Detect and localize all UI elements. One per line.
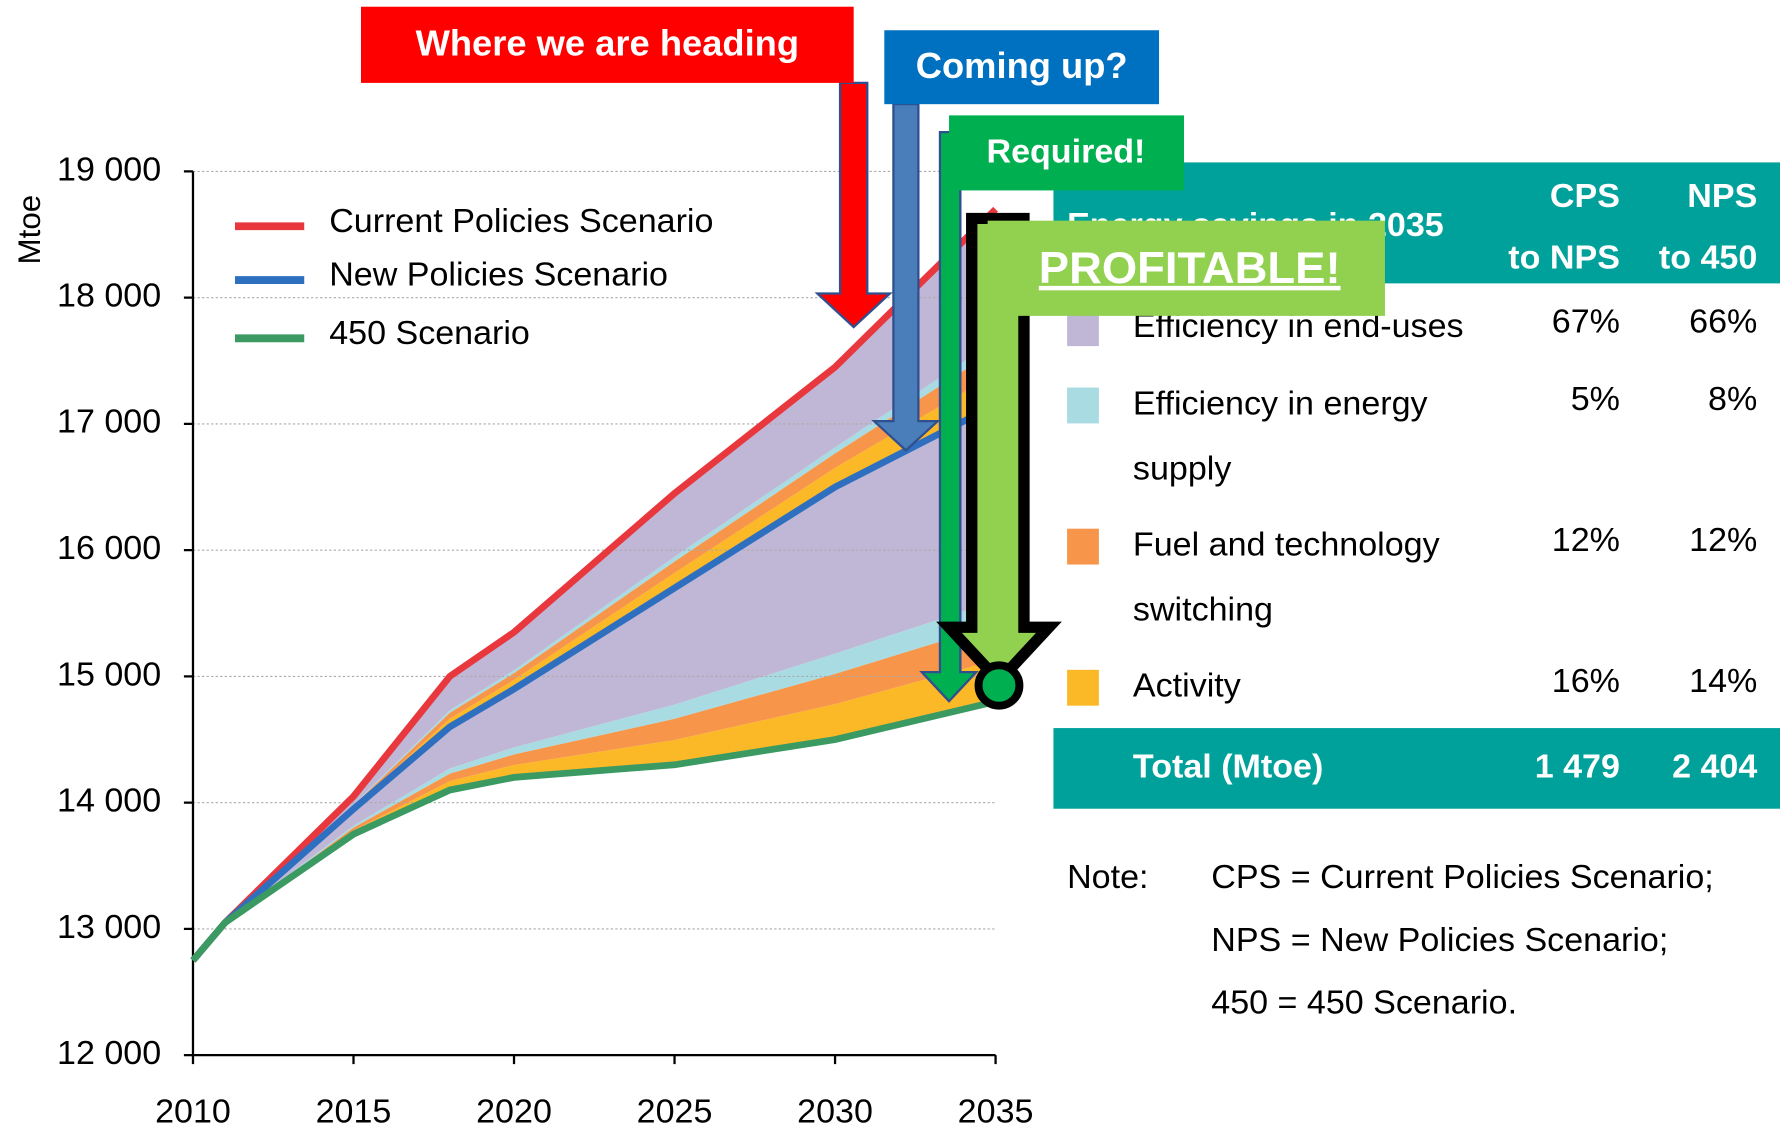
annotation: PROFITABLE!	[1039, 242, 1341, 293]
legend-label: New Policies Scenario	[329, 256, 668, 294]
cell: 5%	[1571, 380, 1620, 418]
annotation: Where we are heading	[416, 23, 799, 64]
x-tick-label: 2015	[316, 1092, 392, 1130]
total-cell: 1 479	[1535, 747, 1620, 785]
cell: 66%	[1689, 303, 1757, 341]
cell: 12%	[1552, 521, 1620, 559]
column-header: to 450	[1659, 239, 1757, 277]
y-tick-label: 18 000	[57, 277, 161, 315]
annotation-box	[884, 30, 1160, 105]
column-header: CPS	[1550, 177, 1620, 215]
legend-swatch	[1067, 310, 1099, 347]
legend-label: 450 Scenario	[329, 314, 530, 352]
column-header: NPS	[1687, 177, 1757, 215]
legend-swatch	[1067, 387, 1099, 424]
cell: 67%	[1552, 303, 1620, 341]
savings-wedge	[192, 404, 996, 961]
total-cell: 2 404	[1672, 747, 1757, 785]
arrow	[919, 131, 979, 703]
annotation: Coming up?	[916, 45, 1128, 86]
row-label: Fuel and technology	[1133, 526, 1440, 564]
cell: 14%	[1689, 662, 1757, 700]
note-label: Note:	[1067, 858, 1148, 896]
y-tick-label: 12 000	[57, 1034, 161, 1072]
x-tick-label: 2030	[797, 1092, 873, 1130]
arrow	[814, 81, 893, 329]
y-tick-label: 19 000	[57, 150, 161, 188]
note-line: CPS = Current Policies Scenario;	[1211, 858, 1714, 896]
series-line	[190, 698, 997, 963]
marker	[974, 661, 1024, 710]
annotation-box	[987, 220, 1385, 316]
x-tick-label: 2035	[958, 1092, 1034, 1130]
savings-wedge	[192, 209, 996, 961]
y-tick-label: 13 000	[57, 908, 161, 946]
x-tick-label: 2010	[155, 1092, 231, 1130]
annotation: Required!	[986, 133, 1145, 171]
legend-swatch	[1067, 528, 1099, 565]
row-label: supply	[1133, 450, 1232, 488]
y-tick-label: 16 000	[57, 529, 161, 567]
cell: 12%	[1689, 521, 1757, 559]
row-label: Activity	[1133, 667, 1241, 705]
cell: 8%	[1708, 380, 1757, 418]
y-tick-label: 17 000	[57, 403, 161, 441]
savings-wedge	[192, 660, 996, 961]
legend-label: Current Policies Scenario	[329, 202, 713, 240]
total-band	[1053, 728, 1780, 809]
arrow	[871, 103, 941, 452]
note-line: 450 = 450 Scenario.	[1211, 984, 1517, 1022]
x-tick-label: 2020	[476, 1092, 552, 1130]
annotation-box	[360, 6, 854, 83]
note-line: NPS = New Policies Scenario;	[1211, 921, 1668, 959]
cell: 16%	[1552, 662, 1620, 700]
row-label: switching	[1133, 591, 1273, 629]
y-tick-label: 14 000	[57, 782, 161, 820]
y-tick-label: 15 000	[57, 655, 161, 693]
y-axis-label: Mtoe	[11, 195, 47, 265]
column-header: to NPS	[1508, 239, 1620, 277]
row-label: Efficiency in energy	[1133, 385, 1428, 423]
savings-wedge	[192, 600, 996, 961]
x-tick-label: 2025	[637, 1092, 713, 1130]
legend-swatch	[1067, 669, 1099, 706]
annotation-box	[949, 115, 1185, 191]
series-line	[190, 401, 998, 963]
savings-wedge	[192, 624, 996, 961]
total-label: Total (Mtoe)	[1133, 747, 1323, 785]
